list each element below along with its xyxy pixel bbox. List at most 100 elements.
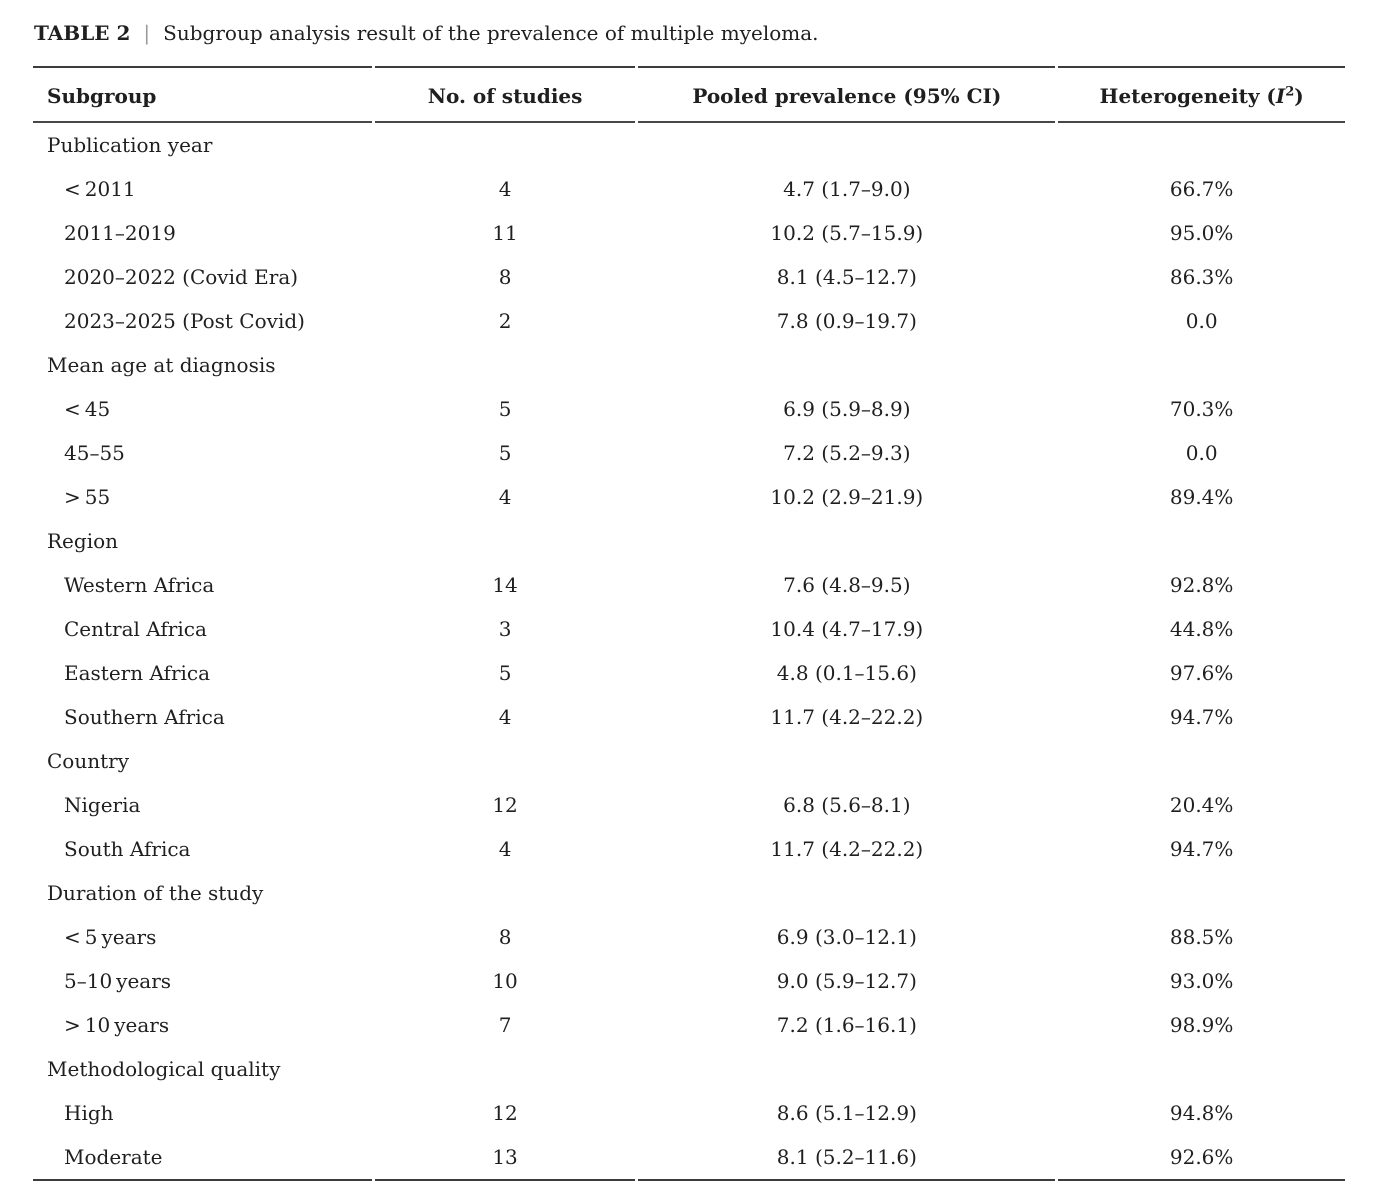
cell-studies: 8 [498, 265, 512, 289]
empty-cell [375, 871, 636, 915]
cell-studies: 12 [492, 1101, 518, 1125]
section-label: Mean age at diagnosis [47, 353, 276, 377]
cell-prevalence: 6.9 (5.9–8.9) [783, 397, 911, 421]
table-row: < 2011 4 4.7 (1.7–9.0) 66.7% [33, 167, 1345, 211]
cell-heterogeneity: 44.8% [1169, 617, 1234, 641]
cell-prevalence: 9.0 (5.9–12.7) [776, 969, 917, 993]
empty-cell [1058, 343, 1345, 387]
cell-subgroup: > 10 years [64, 1013, 170, 1037]
cell-studies: 10 [492, 969, 518, 993]
cell-studies: 11 [492, 221, 518, 245]
section-label: Region [47, 529, 119, 553]
cell-prevalence: 10.4 (4.7–17.9) [770, 617, 924, 641]
cell-subgroup: Central Africa [64, 617, 207, 641]
cell-heterogeneity: 93.0% [1169, 969, 1234, 993]
column-header-heterogeneity: Heterogeneity (I2) [1058, 66, 1345, 123]
cell-subgroup: 2023–2025 (Post Covid) [64, 309, 305, 333]
table-row: Moderate 13 8.1 (5.2–11.6) 92.6% [33, 1135, 1345, 1181]
cell-heterogeneity: 89.4% [1169, 485, 1234, 509]
section-label: Publication year [47, 133, 213, 157]
empty-cell [1058, 123, 1345, 167]
cell-subgroup: High [64, 1101, 114, 1125]
cell-subgroup: 45–55 [64, 441, 125, 465]
table-row: Western Africa 14 7.6 (4.8–9.5) 92.8% [33, 563, 1345, 607]
cell-studies: 5 [498, 397, 512, 421]
table-row: 2023–2025 (Post Covid) 2 7.8 (0.9–19.7) 0.0 [33, 299, 1345, 343]
section-row: Region [33, 519, 1345, 563]
table-row: High 12 8.6 (5.1–12.9) 94.8% [33, 1091, 1345, 1135]
cell-heterogeneity: 20.4% [1169, 793, 1234, 817]
empty-cell [638, 519, 1055, 563]
cell-heterogeneity: 88.5% [1169, 925, 1234, 949]
cell-subgroup: Southern Africa [64, 705, 225, 729]
column-header-no-of-studies: No. of studies [374, 66, 636, 123]
table-row: Eastern Africa 5 4.8 (0.1–15.6) 97.6% [33, 651, 1345, 695]
table-row: Southern Africa 4 11.7 (4.2–22.2) 94.7% [33, 695, 1345, 739]
cell-studies: 4 [498, 837, 512, 861]
cell-prevalence: 10.2 (5.7–15.9) [770, 221, 924, 245]
empty-cell [375, 739, 636, 783]
table-caption: TABLE 2 | Subgroup analysis result of the … [30, 12, 1348, 66]
cell-prevalence: 7.8 (0.9–19.7) [776, 309, 917, 333]
header-row: Subgroup No. of studies Pooled prevalenc… [33, 66, 1345, 123]
section-row: Mean age at diagnosis [33, 343, 1345, 387]
cell-heterogeneity: 98.9% [1169, 1013, 1234, 1037]
table-row: < 45 5 6.9 (5.9–8.9) 70.3% [33, 387, 1345, 431]
heterogeneity-close-paren: ) [1294, 84, 1304, 108]
cell-studies: 4 [498, 705, 512, 729]
cell-subgroup: < 2011 [64, 177, 136, 201]
cell-heterogeneity: 94.8% [1169, 1101, 1234, 1125]
subgroup-analysis-table: Subgroup No. of studies Pooled prevalenc… [30, 66, 1348, 1181]
cell-studies: 13 [374, 1135, 636, 1181]
cell-studies: 3 [498, 617, 512, 641]
empty-cell [1058, 871, 1345, 915]
table-row: 45–55 5 7.2 (5.2–9.3) 0.0 [33, 431, 1345, 475]
table-row: South Africa 4 11.7 (4.2–22.2) 94.7% [33, 827, 1345, 871]
column-header-subgroup: Subgroup [33, 66, 372, 123]
cell-heterogeneity: 0.0 [1185, 309, 1218, 333]
table-row: Central Africa 3 10.4 (4.7–17.9) 44.8% [33, 607, 1345, 651]
table-row: Nigeria 12 6.8 (5.6–8.1) 20.4% [33, 783, 1345, 827]
cell-subgroup: Moderate [33, 1135, 372, 1181]
cell-heterogeneity: 92.8% [1169, 573, 1234, 597]
cell-prevalence: 11.7 (4.2–22.2) [770, 705, 924, 729]
empty-cell [638, 871, 1055, 915]
cell-heterogeneity: 70.3% [1169, 397, 1234, 421]
empty-cell [1058, 519, 1345, 563]
cell-prevalence: 4.7 (1.7–9.0) [783, 177, 911, 201]
cell-subgroup: Nigeria [64, 793, 141, 817]
column-header-pooled-prevalence: Pooled prevalence (95% CI) [638, 66, 1056, 123]
empty-cell [375, 1047, 636, 1091]
cell-heterogeneity: 92.6% [1058, 1135, 1345, 1181]
cell-heterogeneity: 94.7% [1169, 705, 1234, 729]
table-row: > 55 4 10.2 (2.9–21.9) 89.4% [33, 475, 1345, 519]
cell-prevalence: 11.7 (4.2–22.2) [770, 837, 924, 861]
cell-studies: 14 [492, 573, 518, 597]
cell-studies: 7 [498, 1013, 512, 1037]
section-row: Publication year [33, 123, 1345, 167]
table-row: 2011–2019 11 10.2 (5.7–15.9) 95.0% [33, 211, 1345, 255]
cell-subgroup: Eastern Africa [64, 661, 211, 685]
empty-cell [638, 123, 1055, 167]
cell-subgroup: < 5 years [64, 925, 157, 949]
cell-heterogeneity: 86.3% [1169, 265, 1234, 289]
section-row: Methodological quality [33, 1047, 1345, 1091]
table-header: Subgroup No. of studies Pooled prevalenc… [33, 66, 1345, 123]
cell-heterogeneity: 97.6% [1169, 661, 1234, 685]
empty-cell [638, 739, 1055, 783]
cell-heterogeneity: 66.7% [1169, 177, 1234, 201]
section-label: Duration of the study [47, 881, 264, 905]
cell-studies: 5 [498, 661, 512, 685]
table-row: 2020–2022 (Covid Era) 8 8.1 (4.5–12.7) 86.3… [33, 255, 1345, 299]
empty-cell [1058, 739, 1345, 783]
cell-subgroup: 2011–2019 [64, 221, 176, 245]
table-body: Publication year < 2011 4 4.7 (1.7–9.0) 66.7… [33, 123, 1345, 1181]
heterogeneity-text: Heterogeneity ( [1099, 84, 1276, 108]
heterogeneity-i-symbol: I [1275, 84, 1286, 108]
table-row: 5–10 years 10 9.0 (5.9–12.7) 93.0% [33, 959, 1345, 1003]
cell-prevalence: 8.6 (5.1–12.9) [776, 1101, 917, 1125]
cell-prevalence: 8.1 (4.5–12.7) [776, 265, 917, 289]
empty-cell [1058, 1047, 1345, 1091]
cell-prevalence: 7.2 (1.6–16.1) [776, 1013, 917, 1037]
